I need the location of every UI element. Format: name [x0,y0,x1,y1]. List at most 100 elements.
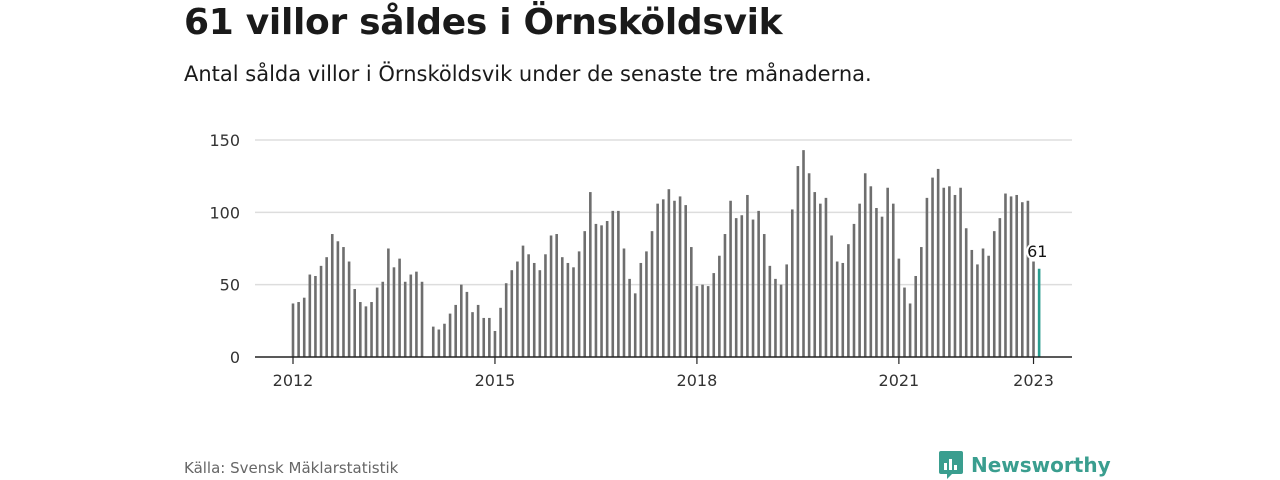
chart-subtitle: Antal sålda villor i Örnsköldsvik under … [184,62,872,86]
bar [521,245,525,357]
bar [908,303,912,357]
bar [830,235,833,357]
bar [493,330,497,357]
bar [420,281,424,357]
bar [600,225,603,357]
bar [555,234,558,357]
bar [319,265,323,357]
bar [302,297,306,357]
bar [920,247,923,357]
bar [488,317,491,357]
bar [549,235,553,357]
x-axis-ticks: 2012 2015 2018 2021 2023 [273,357,1054,390]
brand-logo: Newsworthy [938,450,1111,480]
bar [976,264,979,357]
bar [291,303,295,357]
bar [1021,202,1024,357]
bar [617,210,620,357]
bar [785,264,788,357]
bar [774,278,777,357]
bar [970,249,974,357]
bar [471,312,474,357]
bar [701,284,704,357]
x-tick-label: 2023 [1013,371,1054,390]
bar [734,218,738,357]
bar [712,273,716,357]
x-tick-label: 2015 [475,371,516,390]
bar [532,262,536,357]
bar [690,247,693,357]
bar [381,281,385,357]
bar [981,248,985,357]
bar [998,218,1002,357]
bar [560,257,564,357]
bar-highlight [1037,268,1041,357]
bar [852,223,856,357]
bar [841,262,845,357]
bar [628,278,631,357]
bar [510,270,514,357]
bar [723,234,727,357]
bar [746,194,749,357]
bar [437,329,441,357]
last-value-label: 61 [1027,242,1047,261]
bar [409,274,413,357]
bar [953,194,957,357]
bar [482,317,486,357]
bar [802,150,805,357]
bar [684,205,687,357]
bar-chart: 0 50 100 150 2012 2015 2018 2021 2023 61 [209,131,1072,390]
bar [538,270,542,357]
y-tick-label: 150 [209,131,240,150]
bar [572,267,575,357]
bar [448,313,452,357]
x-tick-label: 2012 [273,371,314,390]
bar [347,261,351,357]
bar [645,251,648,357]
bar [504,283,508,357]
bar [330,234,334,357]
bar [768,265,772,357]
bar [336,241,340,357]
bar [661,199,665,357]
bar [914,275,918,357]
bar [931,177,934,357]
bar [718,255,721,357]
bar [875,207,878,357]
bars [291,150,1041,357]
bar [897,258,901,357]
bar [925,197,929,357]
bar [863,173,867,357]
y-axis-ticks: 0 50 100 150 [209,131,240,367]
bar [987,255,990,357]
bar [387,248,390,357]
bar [364,306,368,357]
bar [589,192,592,357]
bar [847,244,850,357]
bar [415,271,418,357]
bar [1015,194,1018,357]
bar [858,203,861,357]
bar [622,248,626,357]
bar [796,166,800,357]
chart-title: 61 villor såldes i Örnsköldsvik [184,2,783,43]
x-tick-label: 2021 [879,371,920,390]
bar [1032,261,1035,357]
newsworthy-logo-icon [939,451,963,479]
bar [375,287,379,357]
bar [1004,193,1007,357]
bar [314,275,317,357]
y-tick-label: 0 [230,348,240,367]
bar [656,203,659,357]
bar [566,262,570,357]
bar [869,186,873,357]
bar [633,293,637,357]
bar [454,304,457,357]
bar [667,189,671,357]
bar [342,247,345,357]
bar [594,223,598,357]
bar [650,231,654,357]
bar [964,228,968,357]
bar [807,173,811,357]
bar [308,274,312,357]
